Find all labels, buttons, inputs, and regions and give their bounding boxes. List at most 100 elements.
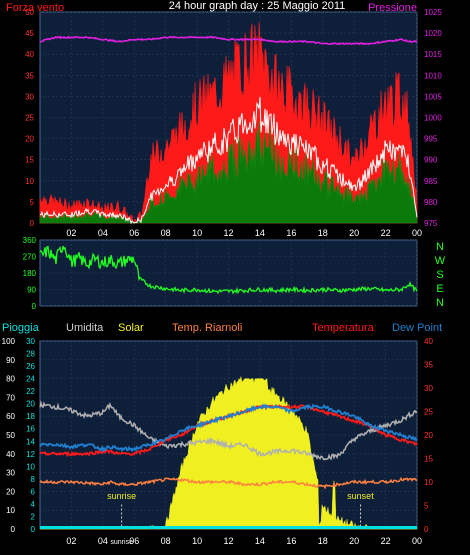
pressure-tick-label: 1010 [424, 71, 442, 80]
wind-x-tick-label: 04 [98, 228, 108, 238]
rain-tick-label: 8 [31, 475, 36, 484]
rain-tick-label: 30 [26, 337, 35, 346]
sunrise-label: sunrise [107, 491, 136, 501]
humidity-tick-label: 70 [6, 393, 15, 402]
direction-tick-label: 360 [23, 236, 37, 245]
temperature-tick-label: 15 [424, 455, 433, 464]
direction-tick-label: 0 [32, 302, 37, 311]
pressure-tick-label: 985 [424, 177, 438, 186]
compass-w: W [435, 255, 446, 267]
rain-tick-label: 20 [26, 400, 35, 409]
weather-x-tick-label: sunrise [110, 539, 133, 546]
direction-plot [39, 245, 418, 295]
pressure-tick-label: 1020 [424, 29, 442, 38]
wind-x-tick-label: 00 [412, 228, 422, 238]
wind-tick-label: 15 [25, 156, 34, 165]
weather-ticks: 0102030405060708090100024681012141618202… [2, 337, 434, 546]
rain-tick-label: 0 [31, 525, 36, 534]
weather-x-tick-label: 14 [255, 536, 265, 546]
humidity-tick-label: 90 [6, 356, 15, 365]
weather-x-tick-label: 10 [192, 536, 202, 546]
avg-series [39, 96, 418, 225]
wind-x-tick-label: 16 [286, 228, 296, 238]
weather-x-tick-label: 08 [161, 536, 171, 546]
legend-umidita: Umidita [66, 322, 104, 334]
temperature-tick-label: 20 [424, 431, 433, 440]
pressure-tick-label: 1000 [424, 114, 442, 123]
weather-x-tick-label: 16 [286, 536, 296, 546]
wind-x-tick-label: 22 [381, 228, 391, 238]
wind-tick-label: 50 [25, 8, 34, 17]
weather-plot: sunrise sunset [39, 376, 418, 530]
wind-x-tick-label: 06 [129, 228, 139, 238]
rain-tick-label: 14 [26, 437, 35, 446]
weather-x-tick-label: 02 [66, 536, 76, 546]
dew-point-series [39, 403, 418, 453]
rain-tick-label: 22 [26, 387, 35, 396]
wind-x-tick-label: 02 [66, 228, 76, 238]
temperature-tick-label: 30 [424, 384, 433, 393]
pressure-tick-label: 975 [424, 219, 438, 228]
legend-solar: Solar [118, 322, 144, 334]
chart-title: 24 hour graph day : 25 Maggio 2011 [169, 0, 346, 12]
legend-pioggia: Pioggia [2, 322, 40, 334]
compass-e: E [436, 283, 443, 295]
wind-tick-label: 30 [25, 92, 34, 101]
weather-x-tick-label: 22 [381, 536, 391, 546]
pressure-tick-label: 995 [424, 135, 438, 144]
pressure-tick-label: 1025 [424, 8, 442, 17]
rain-tick-label: 10 [26, 462, 35, 471]
pressure-tick-label: 1005 [424, 92, 442, 101]
compass-n: N [436, 241, 444, 253]
wind-tick-label: 45 [25, 29, 34, 38]
wind-tick-label: 0 [30, 219, 35, 228]
rain-tick-label: 26 [26, 362, 35, 371]
wind-tick-label: 10 [25, 177, 34, 186]
direction-series [39, 245, 418, 295]
legend-dew-point: Dew Point [392, 322, 442, 334]
legend-temp-riarnoli: Temp. Riarnoli [172, 322, 242, 334]
rain-tick-label: 4 [31, 500, 36, 509]
humidity-tick-label: 20 [6, 487, 15, 496]
wind-tick-label: 40 [25, 50, 34, 59]
wind-x-tick-label: 12 [223, 228, 233, 238]
humidity-tick-label: 10 [6, 506, 15, 515]
temp-riarnoli-series [39, 476, 418, 490]
sunset-label: sunset [347, 491, 374, 501]
humidity-tick-label: 30 [6, 469, 15, 478]
direction-tick-label: 90 [27, 286, 36, 295]
weather-legend: Pioggia Umidita Solar Temp. Riarnoli Tem… [2, 322, 442, 334]
weather-x-tick-label: 18 [318, 536, 328, 546]
wind-x-tick-label: 18 [318, 228, 328, 238]
avg-fill-series [39, 121, 418, 224]
wind-plot [39, 22, 418, 225]
weather-x-tick-label: 20 [349, 536, 359, 546]
direction-tick-label: 180 [23, 269, 37, 278]
wind-tick-label: 5 [30, 198, 35, 207]
temperature-tick-label: 0 [424, 525, 429, 534]
humidity-tick-label: 40 [6, 450, 15, 459]
wind-x-tick-label: 20 [349, 228, 359, 238]
pressure-tick-label: 990 [424, 156, 438, 165]
wind-x-tick-label: 14 [255, 228, 265, 238]
pressure-tick-label: 980 [424, 198, 438, 207]
wind-tick-label: 20 [25, 135, 34, 144]
temperature-tick-label: 10 [424, 478, 433, 487]
direction-ticks: 0 90 180 270 360 [23, 236, 37, 311]
rain-tick-label: 28 [26, 350, 35, 359]
rain-tick-label: 6 [31, 487, 36, 496]
wind-ticks: 0510152025303540455097598098599099510001… [25, 8, 442, 238]
humidity-tick-label: 60 [6, 412, 15, 421]
rain-tick-label: 18 [26, 412, 35, 421]
wind-tick-label: 35 [25, 71, 34, 80]
direction-grid [40, 239, 418, 307]
temperature-tick-label: 35 [424, 361, 433, 370]
wind-x-tick-label: 08 [161, 228, 171, 238]
legend-temperatura: Temperatura [312, 322, 375, 334]
humidity-tick-label: 80 [6, 375, 15, 384]
weather-x-tick-label: 04 [98, 536, 108, 546]
rain-tick-label: 2 [31, 512, 36, 521]
pressure-axis-title: Pressione [368, 2, 417, 14]
